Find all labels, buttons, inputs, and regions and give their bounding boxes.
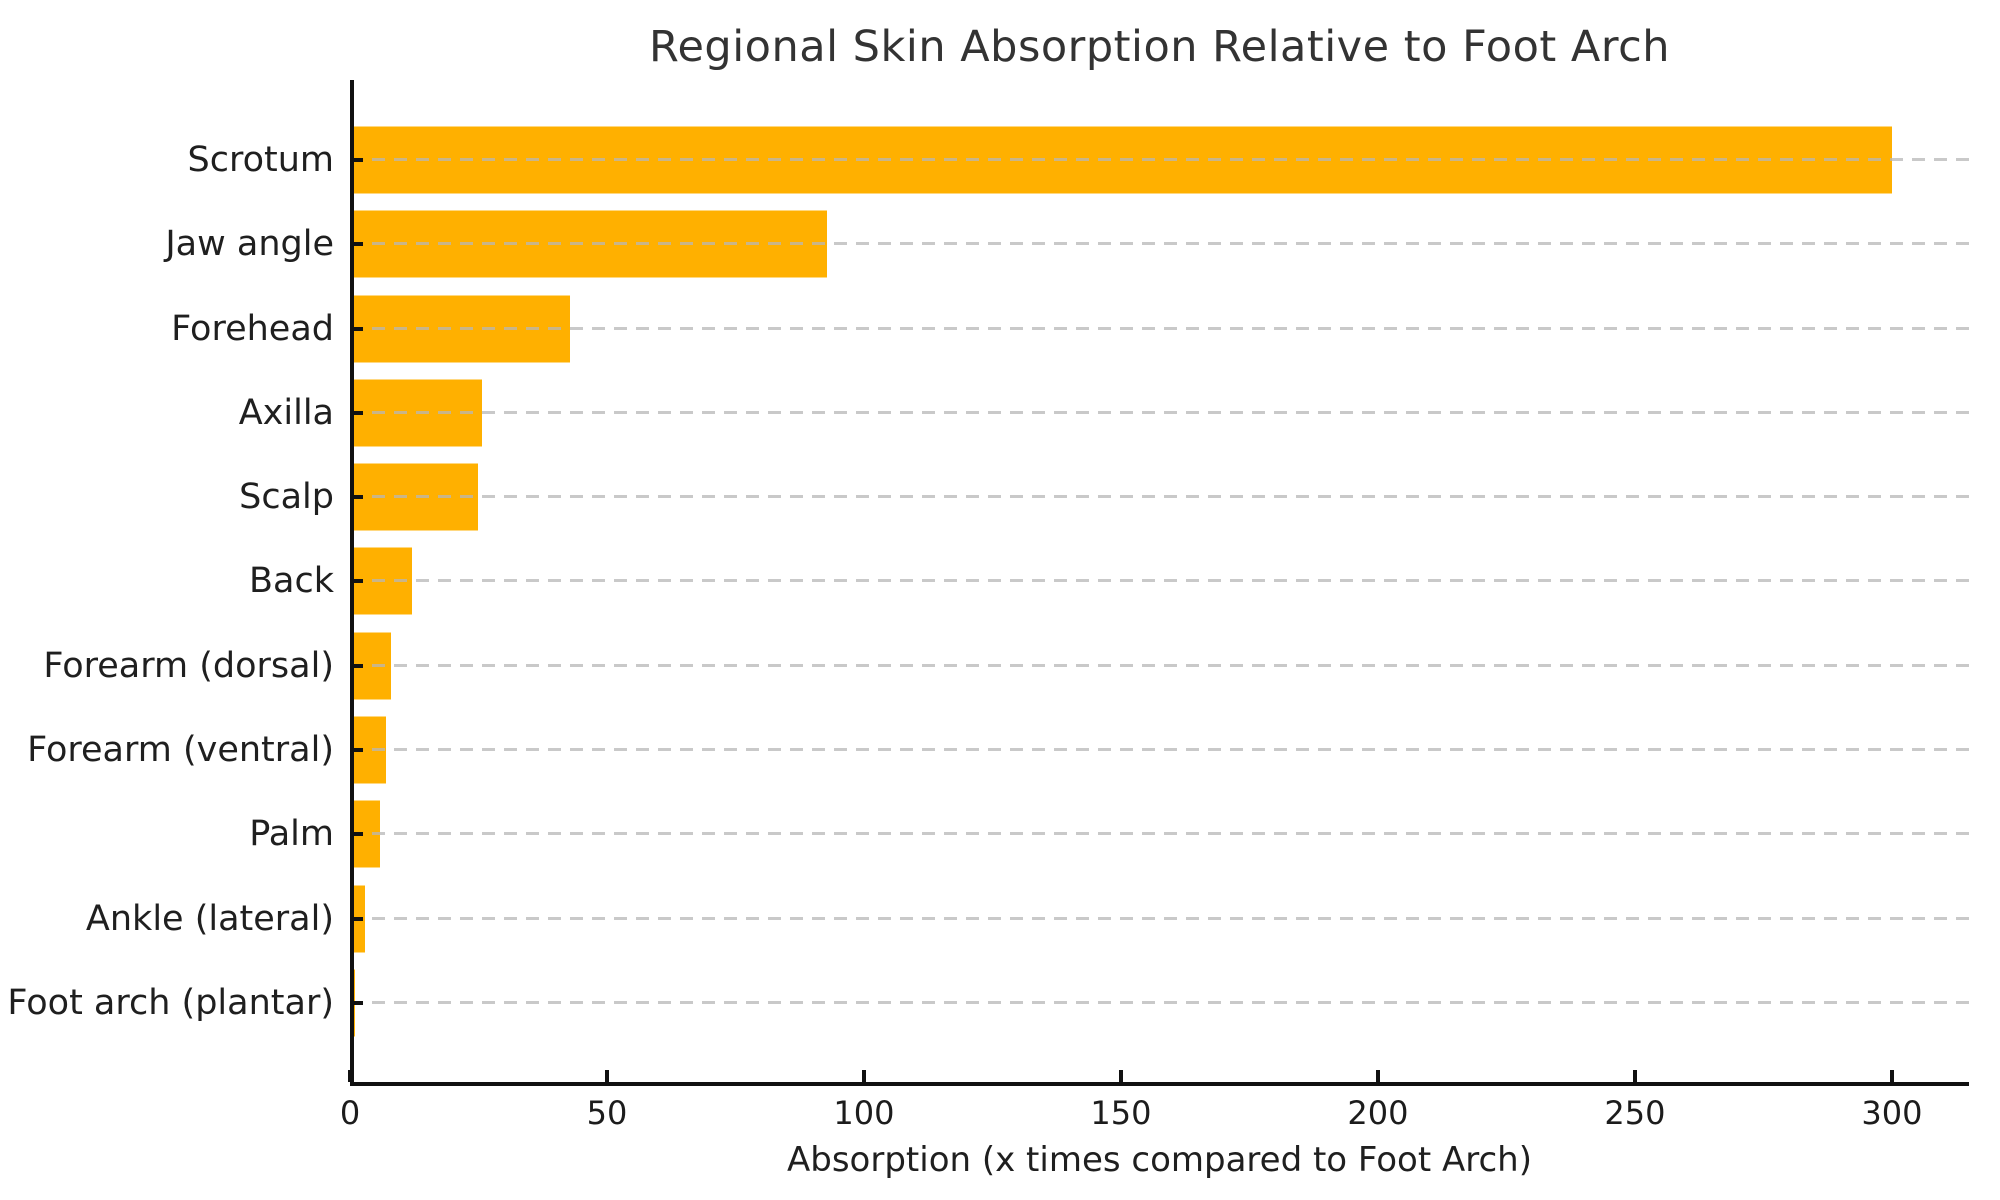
gridline [350,242,1969,246]
x-tick-label: 0 [339,1094,361,1132]
bar-row: Palm [249,792,1969,876]
x-tick-label: 100 [833,1094,895,1132]
x-tick-mark [604,1070,609,1082]
chart-title: Regional Skin Absorption Relative to Foo… [649,22,1670,72]
gridline [350,1000,1969,1004]
y-tick-mark [350,242,363,247]
gridline [350,158,1969,162]
x-tick-mark [348,1070,352,1082]
plot-area: Scrotum Jaw angle Forehead Axilla Scalp Back F… [7,80,1969,1132]
y-tick-mark [350,495,363,500]
y-axis-category-label: Scrotum [187,140,335,181]
y-tick-mark [350,832,363,837]
gridline [350,663,1969,667]
x-tick-label: 150 [1090,1094,1152,1132]
y-tick-mark [350,326,363,331]
y-tick-mark [350,410,363,415]
y-tick-mark [350,1000,363,1005]
bar-row: Scrotum [188,118,1969,202]
bar-row: Forearm (ventral) [27,708,1969,792]
x-tick-mark [1375,1070,1380,1082]
gridline [350,410,1969,414]
bar-row: Forearm (dorsal) [43,624,1969,708]
x-tick-label: 250 [1604,1094,1666,1132]
y-tick-mark [350,663,363,668]
gridline [350,832,1969,836]
gridline [350,747,1969,751]
x-tick-mark [1889,1070,1894,1082]
gridline [350,916,1969,920]
y-axis-category-label: Back [249,561,334,602]
x-tick-mark [1118,1070,1123,1082]
y-axis-category-label: Palm [249,814,334,855]
bar-row: Foot arch (plantar) [7,961,1969,1045]
y-tick-mark [350,158,363,163]
y-axis-category-label: Forearm (ventral) [27,729,334,770]
x-tick-label: 50 [586,1094,628,1132]
bar-row: Ankle (lateral) [86,876,1969,960]
y-axis-category-label: Forehead [171,308,334,349]
gridline [350,579,1969,583]
x-tick-label: 200 [1347,1094,1409,1132]
bar-row: Jaw angle [165,202,1969,286]
x-axis-label: Absorption (x times compared to Foot Arc… [787,1140,1532,1180]
x-axis-spine [350,1082,1969,1086]
gridline [350,326,1969,330]
y-axis-category-label: Axilla [238,392,334,433]
bar-row: Forehead [171,287,1969,371]
x-tick-label: 300 [1861,1094,1923,1132]
gridline [350,495,1969,499]
y-axis-category-label: Jaw angle [165,224,334,265]
y-axis-category-label: Ankle (lateral) [85,898,334,939]
y-axis-category-label: Foot arch (plantar) [7,982,334,1023]
y-axis-category-label: Forearm (dorsal) [43,645,334,686]
bar-row: Axilla [239,371,1969,455]
y-tick-mark [350,579,363,584]
y-axis-spine [350,80,354,1086]
y-axis-category-label: Scalp [239,477,334,518]
bar-rows: Scrotum Jaw angle Forehead Axilla Scalp Back F… [7,118,1969,1045]
y-tick-mark [350,747,363,752]
x-tick-mark [1632,1070,1637,1082]
bar-row: Scalp [239,455,1969,539]
y-tick-mark [350,916,363,921]
x-tick-mark [861,1070,866,1082]
bar-row: Back [249,539,1969,623]
